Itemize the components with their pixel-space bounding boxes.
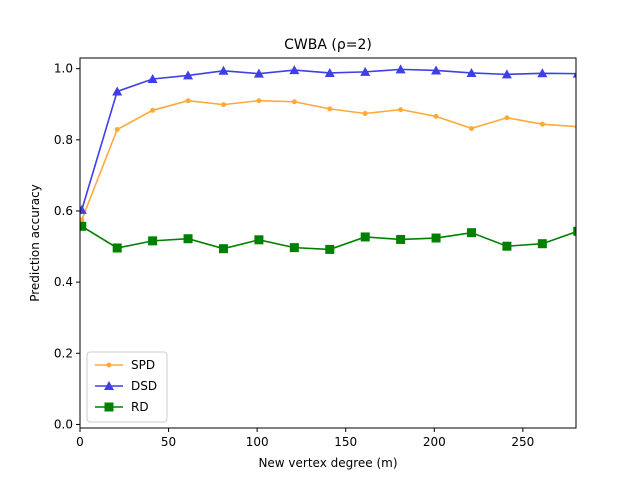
data-point-dsd (431, 65, 442, 75)
data-point-rd (183, 234, 193, 244)
data-point-dsd (395, 64, 406, 74)
x-tick-label: 0 (76, 435, 84, 449)
y-tick-label: 0.6 (54, 204, 73, 218)
plot-area (80, 64, 576, 254)
data-point-spd (80, 217, 85, 223)
series-spd (80, 98, 576, 223)
data-point-dsd (253, 68, 264, 78)
data-point-spd (220, 102, 226, 108)
x-tick-label: 100 (246, 435, 269, 449)
data-point-dsd (466, 67, 477, 77)
y-axis-label: Prediction accuracy (28, 184, 42, 302)
data-point-rd (254, 235, 264, 245)
data-point-rd (218, 244, 228, 254)
data-point-dsd (147, 73, 158, 83)
data-point-rd (502, 241, 512, 251)
data-point-dsd (183, 70, 194, 80)
data-point-dsd (289, 65, 300, 75)
data-point-rd (573, 226, 576, 236)
x-tick-label: 250 (511, 435, 534, 449)
data-point-rd (325, 244, 335, 254)
legend-item-rd: RD (95, 400, 149, 414)
data-point-rd (466, 228, 476, 238)
data-point-dsd (537, 68, 548, 78)
data-point-dsd (112, 86, 123, 96)
x-tick-label: 150 (334, 435, 357, 449)
axes: 0 50 100 150 200 250 0.0 0.2 0.4 0.6 0.8 1.0 (54, 57, 577, 449)
data-point-spd (291, 99, 297, 105)
data-point-dsd (501, 69, 512, 79)
data-point-dsd (572, 71, 576, 78)
series-rd (80, 221, 576, 254)
legend-marker-rd (104, 402, 114, 412)
legend-label-rd: RD (131, 400, 149, 414)
data-point-dsd (324, 67, 335, 77)
y-tick-label: 0.4 (54, 275, 73, 289)
x-tick-label: 50 (161, 435, 176, 449)
chart-title: CWBA (ρ=2) (284, 37, 372, 53)
data-point-spd (398, 107, 404, 113)
legend-item-spd: SPD (95, 358, 155, 372)
legend: SPD DSD RD (86, 351, 168, 423)
data-point-spd (468, 125, 474, 131)
data-point-spd (504, 115, 510, 121)
y-tick-label: 1.0 (54, 62, 73, 76)
x-tick-label: 200 (423, 435, 446, 449)
data-point-spd (327, 106, 333, 112)
x-axis-label: New vertex degree (m) (258, 456, 397, 470)
data-point-rd (289, 243, 299, 253)
data-point-spd (150, 107, 156, 113)
data-point-rd (80, 221, 87, 231)
axes-frame (79, 57, 577, 429)
data-point-rd (537, 239, 547, 249)
y-tick-label: 0.8 (54, 133, 73, 147)
data-point-rd (112, 243, 122, 253)
data-point-spd (433, 113, 439, 119)
legend-marker-spd (106, 362, 112, 368)
legend-marker-dsd (104, 381, 114, 390)
legend-label-dsd: DSD (131, 379, 157, 393)
data-point-rd (396, 234, 406, 244)
legend-item-dsd: DSD (95, 379, 157, 393)
data-point-dsd (218, 65, 229, 75)
data-point-rd (148, 236, 158, 246)
data-point-spd (114, 127, 120, 133)
legend-label-spd: SPD (131, 358, 155, 372)
data-point-spd (362, 111, 368, 116)
data-point-rd (431, 233, 441, 243)
data-point-spd (256, 98, 262, 104)
y-tick-label: 0.2 (54, 346, 73, 360)
data-point-rd (360, 232, 370, 242)
data-point-dsd (80, 204, 87, 214)
y-tick-label: 0.0 (54, 417, 73, 431)
series-dsd (80, 64, 576, 214)
data-point-spd (185, 98, 191, 104)
data-point-spd (539, 121, 545, 127)
data-point-dsd (360, 66, 371, 76)
